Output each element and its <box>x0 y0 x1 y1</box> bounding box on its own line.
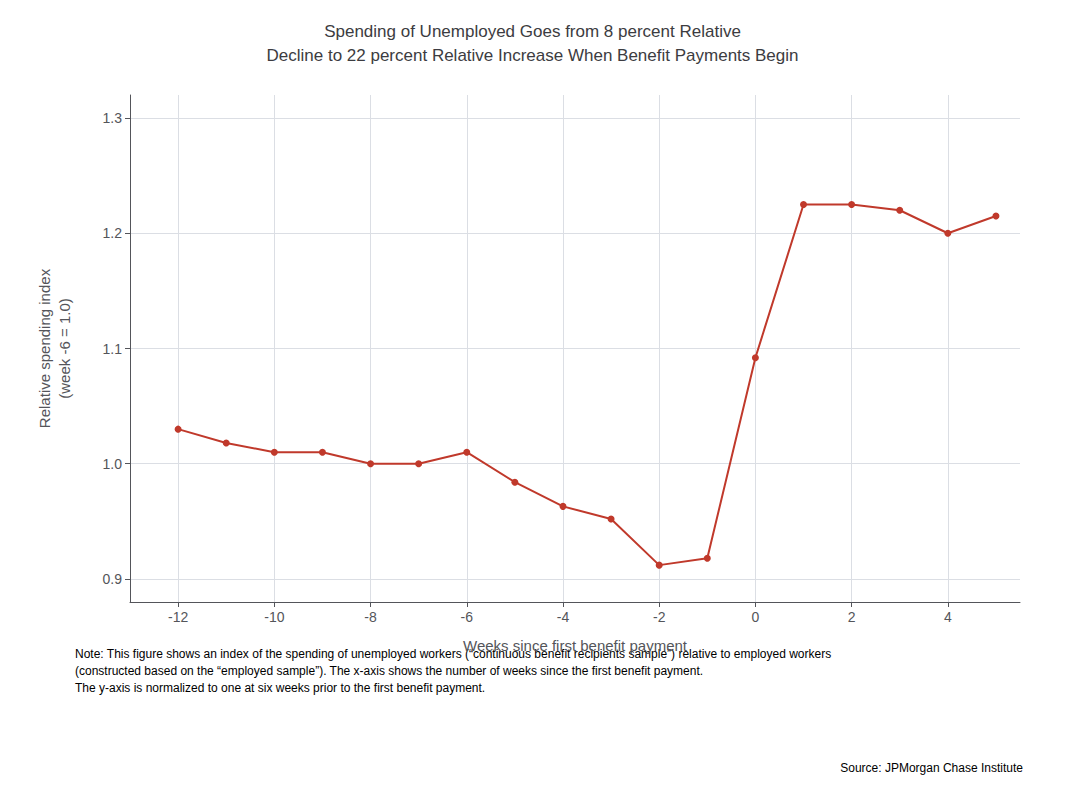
svg-text:Source: JPMorgan Chase Institu: Source: JPMorgan Chase Institute <box>840 761 1023 775</box>
svg-text:Note: This figure shows an ind: Note: This figure shows an index of the … <box>75 647 831 661</box>
svg-text:(week -6 = 1.0): (week -6 = 1.0) <box>56 298 73 398</box>
svg-text:(constructed based on the “emp: (constructed based on the “employed samp… <box>75 664 703 678</box>
svg-text:0: 0 <box>752 609 760 625</box>
svg-text:-12: -12 <box>168 609 188 625</box>
svg-text:Relative spending index: Relative spending index <box>36 268 53 428</box>
svg-text:4: 4 <box>944 609 952 625</box>
svg-text:1.1: 1.1 <box>103 341 123 357</box>
svg-text:-6: -6 <box>461 609 474 625</box>
svg-text:Weeks since first benefit paym: Weeks since first benefit payment <box>463 637 688 654</box>
svg-text:-4: -4 <box>557 609 570 625</box>
svg-text:-8: -8 <box>364 609 377 625</box>
svg-text:2: 2 <box>848 609 856 625</box>
svg-text:Spending of Unemployed Goes fr: Spending of Unemployed Goes from 8 perce… <box>324 22 741 41</box>
svg-text:0.9: 0.9 <box>103 571 123 587</box>
svg-text:-2: -2 <box>653 609 666 625</box>
svg-text:-10: -10 <box>264 609 284 625</box>
svg-text:1.0: 1.0 <box>103 456 123 472</box>
svg-text:Decline to 22 percent Relative: Decline to 22 percent Relative Increase … <box>266 46 798 65</box>
svg-text:1.2: 1.2 <box>103 225 123 241</box>
svg-text:1.3: 1.3 <box>103 110 123 126</box>
svg-text:The y-axis is normalized to on: The y-axis is normalized to one at six w… <box>75 681 485 695</box>
